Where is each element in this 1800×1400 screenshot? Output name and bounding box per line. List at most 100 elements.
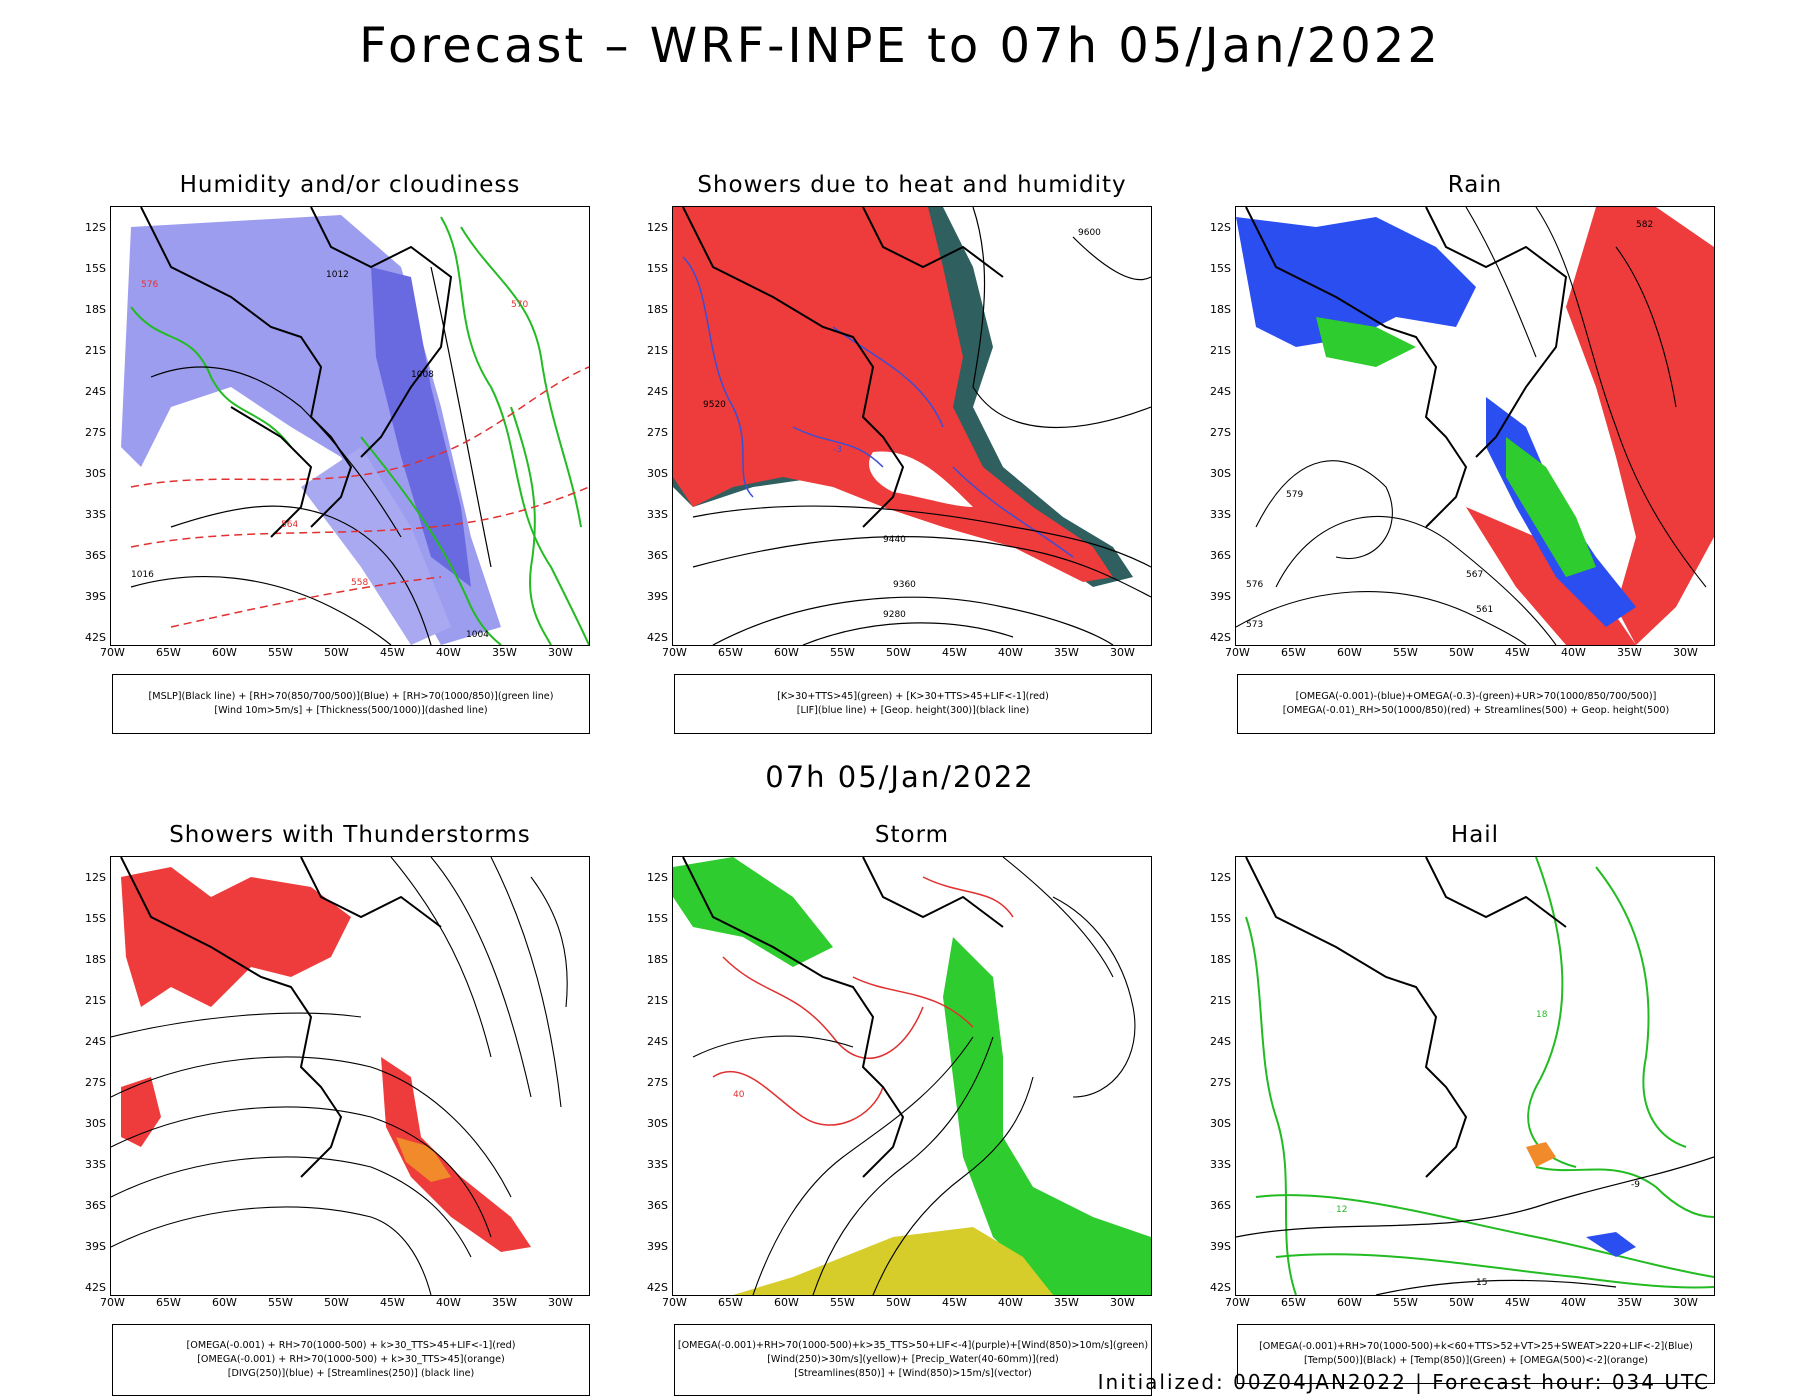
lon-tick: 60W — [1337, 646, 1362, 659]
contour-label: 564 — [281, 520, 298, 530]
contour-label: 1016 — [131, 570, 154, 580]
lat-tick: 39S — [85, 1240, 106, 1253]
lon-tick: 60W — [774, 646, 799, 659]
lon-tick: 50W — [1449, 1296, 1474, 1309]
map-svg: 9600 9520 9440 9360 9280 -3 — [673, 207, 1151, 645]
map-rain[interactable]: 582 579 576 573 567 561 — [1235, 206, 1715, 646]
wind850-green-north — [673, 857, 833, 967]
lon-tick: 35W — [1617, 646, 1642, 659]
lat-tick: 15S — [1210, 262, 1231, 275]
country-borders — [120, 857, 442, 1178]
lon-tick: 70W — [1225, 1296, 1250, 1309]
contour-label: 561 — [1476, 605, 1493, 615]
lat-tick: 21S — [1210, 344, 1231, 357]
lat-tick: 30S — [647, 1117, 668, 1130]
hail-blue-patch — [1586, 1232, 1636, 1257]
lon-tick: 65W — [718, 1296, 743, 1309]
country-borders — [682, 207, 1004, 528]
lat-tick: 24S — [647, 1035, 668, 1048]
lat-tick: 21S — [647, 994, 668, 1007]
lif-red-area — [673, 207, 1113, 582]
lat-tick: 30S — [85, 1117, 106, 1130]
contour-label: 573 — [1246, 620, 1263, 630]
contour-label: 40 — [733, 1090, 745, 1100]
legend-line: [DIVG(250)](blue) + [Streamlines(250)] (… — [227, 1368, 475, 1379]
init-footer: Initialized: 00Z04JAN2022 | Forecast hou… — [1097, 1370, 1710, 1394]
contour-label: 9440 — [883, 535, 906, 545]
lon-tick: 50W — [324, 1296, 349, 1309]
lon-tick: 50W — [324, 646, 349, 659]
lon-tick: 60W — [1337, 1296, 1362, 1309]
lat-tick: 42S — [1210, 1281, 1231, 1294]
lon-tick: 45W — [942, 646, 967, 659]
legend-line: [OMEGA(-0.001) + RH>70(1000-500) + k>30_… — [186, 1340, 516, 1351]
map-svg: 15 12 18 -9 — [1236, 857, 1714, 1295]
legend-box: [OMEGA(-0.001) + RH>70(1000-500) + k>30_… — [112, 1324, 590, 1396]
lat-tick: 30S — [85, 467, 106, 480]
lon-tick: 30W — [1110, 1296, 1135, 1309]
lon-tick: 65W — [1281, 646, 1306, 659]
map-humidity[interactable]: 1012 1008 1004 1016 576 570 564 558 — [110, 206, 590, 646]
lat-tick: 27S — [85, 1076, 106, 1089]
panel-title: Humidity and/or cloudiness — [179, 172, 521, 198]
legend-line: [Streamlines(850)] + [Wind(850)>15m/s](v… — [794, 1368, 1032, 1379]
panel-title: Showers due to heat and humidity — [697, 172, 1127, 198]
lat-tick: 42S — [85, 1281, 106, 1294]
country-borders — [140, 207, 453, 538]
contour-label: 579 — [1286, 490, 1303, 500]
legend-box: [OMEGA(-0.001)+RH>70(1000-500)+k<60+TTS>… — [1237, 1324, 1715, 1384]
lat-tick: 42S — [647, 1281, 668, 1294]
lat-tick: 30S — [1210, 467, 1231, 480]
lon-tick: 35W — [1054, 646, 1079, 659]
omega-green-area — [1316, 317, 1416, 367]
lat-tick: 18S — [647, 953, 668, 966]
panel-title: Hail — [1450, 822, 1500, 848]
geopotential-black-contours — [692, 207, 1151, 645]
lat-tick: 12S — [647, 871, 668, 884]
temp850-green-contours — [1245, 857, 1714, 1295]
lat-tick: 33S — [1210, 508, 1231, 521]
map-storm[interactable]: 40 — [672, 856, 1152, 1296]
map-hail[interactable]: 15 12 18 -9 — [1235, 856, 1715, 1296]
lon-tick: 65W — [718, 646, 743, 659]
valid-time-subtitle: 07h 05/Jan/2022 — [765, 760, 1035, 794]
lon-tick: 70W — [662, 1296, 687, 1309]
map-thunderstorms[interactable] — [110, 856, 590, 1296]
contour-label: 9280 — [883, 610, 906, 620]
lat-tick: 39S — [647, 590, 668, 603]
lat-tick: 42S — [1210, 631, 1231, 644]
lon-tick: 55W — [830, 1296, 855, 1309]
lat-tick: 27S — [647, 1076, 668, 1089]
lon-tick: 55W — [268, 1296, 293, 1309]
thickness-dashed-contours — [130, 366, 589, 628]
lat-tick: 30S — [1210, 1117, 1231, 1130]
lon-tick: 45W — [380, 646, 405, 659]
legend-line: [Wind(250)>30m/s](yellow)+ [Precip_Water… — [767, 1354, 1059, 1365]
lat-tick: 18S — [85, 953, 106, 966]
lon-tick: 45W — [942, 1296, 967, 1309]
lon-tick: 35W — [1054, 1296, 1079, 1309]
lon-tick: 65W — [156, 1296, 181, 1309]
lon-tick: 70W — [662, 646, 687, 659]
precip-water-red-contours — [712, 876, 1014, 1126]
lat-tick: 24S — [85, 1035, 106, 1048]
lon-tick: 35W — [1617, 1296, 1642, 1309]
lon-tick: 45W — [380, 1296, 405, 1309]
lat-tick: 21S — [647, 344, 668, 357]
map-showers-heat[interactable]: 9600 9520 9440 9360 9280 -3 — [672, 206, 1152, 646]
lif-blue-contours — [682, 256, 1074, 558]
lat-tick: 39S — [1210, 590, 1231, 603]
contour-label: 567 — [1466, 570, 1483, 580]
lat-axis: 12S 15S 18S 21S 24S 27S 30S 33S 36S 39S 42S — [1195, 856, 1231, 1296]
lon-tick: 55W — [1393, 1296, 1418, 1309]
lat-tick: 27S — [647, 426, 668, 439]
panel-rain: Rain 582 579 576 — [1210, 172, 1715, 734]
lon-tick: 50W — [1449, 646, 1474, 659]
streamlines-850 — [692, 857, 1136, 1295]
lat-tick: 36S — [647, 549, 668, 562]
contour-label: 558 — [351, 578, 368, 588]
lat-tick: 42S — [647, 631, 668, 644]
lat-tick: 18S — [1210, 303, 1231, 316]
lon-tick: 30W — [1673, 1296, 1698, 1309]
legend-box: [K>30+TTS>45](green) + [K>30+TTS>45+LIF<… — [674, 674, 1152, 734]
